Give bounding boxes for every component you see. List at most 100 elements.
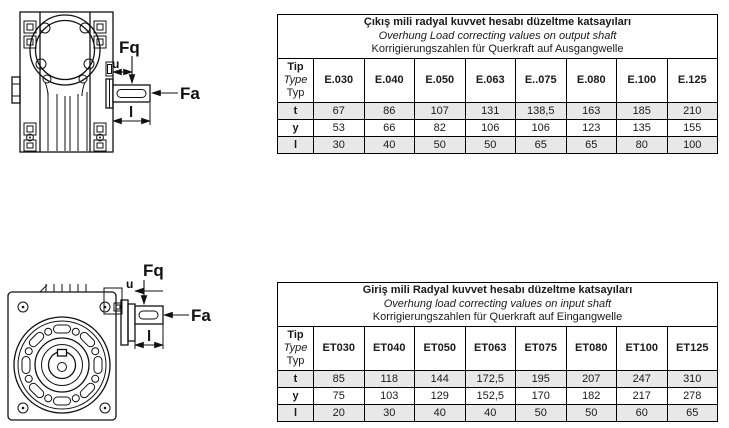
value-cell: 67 [313,102,365,120]
corner-tip: Tip [287,329,304,341]
column-header: E.050 [414,58,466,103]
keyway-notch [56,348,68,357]
value-cell: 170 [515,387,567,405]
type-corner-cell: Tip Type Typ [277,58,314,103]
value-cell: 65 [565,136,617,154]
corner-typ: Typ [286,355,305,367]
value-cell: 100 [666,136,718,154]
value-cell: 172,5 [464,370,516,388]
fa-label: Fa [180,84,200,103]
value-cell: 185 [616,102,668,120]
output-shaft-drawing: Fq u Fa l [11,11,200,153]
worm-shaft-end [11,76,21,104]
value-cell: 50 [464,136,516,154]
input-shaft-drawing: Fq u Fa l [7,261,211,421]
cooling-fins [39,284,87,293]
table-title-english: Overhung Load correcting values on outpu… [378,29,617,42]
value-cell: 118 [363,370,415,388]
value-cell: 40 [414,404,466,422]
row-label: y [277,119,314,137]
value-cell: 217 [616,387,668,405]
value-cell: 82 [414,119,466,137]
column-header: ET080 [565,326,617,371]
type-corner-cell: Tip Type Typ [277,326,314,371]
row-label: y [277,387,314,405]
value-cell: 53 [313,119,365,137]
value-cell: 129 [414,387,466,405]
table-title-english: Overhung load correcting values on input… [383,297,612,310]
value-cell: 40 [363,136,415,154]
fq-force-arrow: Fq [119,38,140,85]
value-cell: 106 [464,119,516,137]
value-cell: 65 [515,136,567,154]
value-cell: 155 [666,119,718,137]
value-cell: 30 [313,136,365,154]
value-cell: 278 [666,387,718,405]
u-dimension: u [111,57,134,76]
l-label: l [147,328,151,345]
table-title-turkish: Çıkış mili radyal kuvvet hesabı düzeltme… [363,16,632,29]
value-cell: 50 [565,404,617,422]
value-cell: 123 [565,119,617,137]
table-row: t 85 118 144 172,5 195 207 247 310 [277,370,718,388]
table-title-german: Korrigierungszahlen für Querkraft auf Ei… [372,311,623,324]
table-row: l 20 30 40 40 50 50 60 65 [277,404,718,422]
corner-type: Type [283,342,308,354]
column-header: E.080 [565,58,617,103]
column-header: ET040 [363,326,415,371]
cooling-fins [44,81,88,151]
correction-table: Giriş mili Radyal kuvvet hesabı düzeltme… [277,282,718,422]
value-cell: 247 [616,370,668,388]
flange-circle [13,316,111,414]
row-label: t [277,102,314,120]
value-cell: 144 [414,370,466,388]
l-dimension: l [133,324,165,349]
output-shaft [112,84,151,103]
column-header: ET125 [666,326,718,371]
table-title: Çıkış mili radyal kuvvet hesabı düzeltme… [277,14,718,59]
value-cell: 138,5 [515,102,567,120]
l-label: l [129,104,133,121]
fa-force-arrow: Fa [150,84,200,103]
correction-table: Çıkış mili radyal kuvvet hesabı düzeltme… [277,14,718,154]
value-cell: 86 [363,102,415,120]
value-cell: 20 [313,404,365,422]
table-title-german: Korrigierungszahlen für Querkraft auf Au… [371,43,624,56]
corner-typ: Typ [286,87,305,99]
value-cell: 85 [313,370,365,388]
column-header: E.063 [464,58,516,103]
column-header: E.100 [616,58,668,103]
value-cell: 107 [414,102,466,120]
u-label: u [112,57,119,71]
value-cell: 131 [464,102,516,120]
table-title: Giriş mili Radyal kuvvet hesabı düzeltme… [277,282,718,327]
value-cell: 66 [363,119,415,137]
table-row: y 53 66 82 106 106 123 135 155 [277,119,718,137]
value-cell: 60 [616,404,668,422]
value-cell: 65 [666,404,718,422]
fq-force-arrow: Fq [140,261,164,306]
row-label: l [277,404,314,422]
value-cell: 135 [616,119,668,137]
table-row: l 30 40 50 50 65 65 80 100 [277,136,718,154]
column-header: ET075 [515,326,567,371]
gearbox-housing-front [7,284,136,421]
fq-label: Fq [119,38,140,57]
value-cell: 210 [666,102,718,120]
table-title-turkish: Giriş mili Radyal kuvvet hesabı düzeltme… [362,284,633,297]
row-label: l [277,136,314,154]
value-cell: 207 [565,370,617,388]
value-cell: 50 [414,136,466,154]
table-row: t 67 86 107 131 138,5 163 185 210 [277,102,718,120]
value-cell: 163 [565,102,617,120]
column-header: ET100 [616,326,668,371]
value-cell: 310 [666,370,718,388]
fq-label: Fq [143,261,164,280]
keyway [138,310,159,320]
flange-circle [29,14,101,86]
value-cell: 50 [515,404,567,422]
corner-type: Type [283,74,308,86]
value-cell: 106 [515,119,567,137]
input-shaft [134,305,164,325]
value-cell: 75 [313,387,365,405]
